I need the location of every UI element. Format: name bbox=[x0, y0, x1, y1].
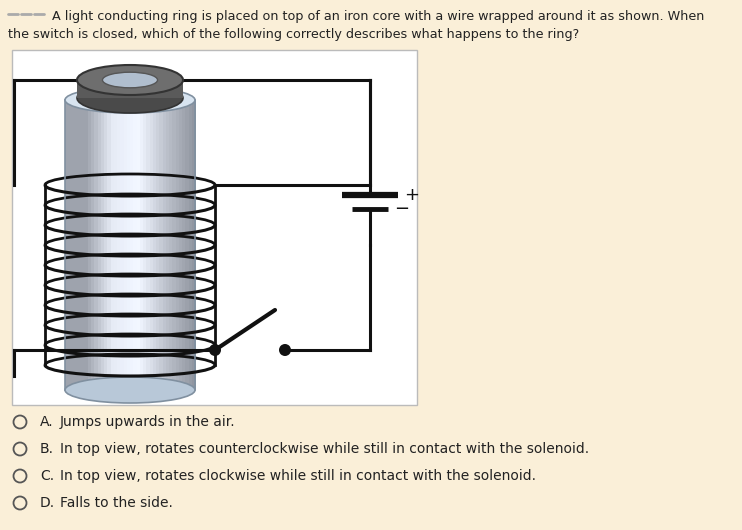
Bar bbox=[82, 100, 85, 390]
Bar bbox=[77, 80, 183, 98]
Bar bbox=[97, 100, 101, 390]
Circle shape bbox=[279, 344, 291, 356]
Bar bbox=[68, 100, 72, 390]
Text: In top view, rotates clockwise while still in contact with the solenoid.: In top view, rotates clockwise while sti… bbox=[60, 469, 536, 483]
Bar bbox=[75, 100, 79, 390]
Bar bbox=[114, 100, 117, 390]
Bar bbox=[134, 100, 137, 390]
Text: C.: C. bbox=[40, 469, 54, 483]
Bar bbox=[120, 100, 124, 390]
Bar bbox=[65, 100, 69, 390]
Bar bbox=[104, 100, 108, 390]
Text: +: + bbox=[404, 186, 419, 204]
Text: A light conducting ring is placed on top of an iron core with a wire wrapped aro: A light conducting ring is placed on top… bbox=[52, 10, 704, 23]
Bar bbox=[71, 100, 75, 390]
Bar bbox=[160, 100, 163, 390]
Text: Falls to the side.: Falls to the side. bbox=[60, 496, 173, 510]
Bar bbox=[191, 100, 195, 390]
Text: −: − bbox=[394, 200, 409, 218]
Bar bbox=[88, 100, 91, 390]
Text: B.: B. bbox=[40, 442, 54, 456]
Bar bbox=[165, 100, 169, 390]
Bar bbox=[12, 50, 417, 405]
Bar bbox=[156, 100, 160, 390]
Bar bbox=[127, 100, 131, 390]
Bar bbox=[146, 100, 150, 390]
Text: Jumps upwards in the air.: Jumps upwards in the air. bbox=[60, 415, 236, 429]
Bar bbox=[65, 100, 195, 390]
Ellipse shape bbox=[65, 377, 195, 403]
Bar bbox=[186, 100, 189, 390]
Text: In top view, rotates counterclockwise while still in contact with the solenoid.: In top view, rotates counterclockwise wh… bbox=[60, 442, 589, 456]
Bar bbox=[85, 100, 88, 390]
Bar bbox=[172, 100, 176, 390]
Ellipse shape bbox=[77, 83, 183, 113]
Bar bbox=[117, 100, 121, 390]
Ellipse shape bbox=[77, 65, 183, 95]
Bar bbox=[179, 100, 183, 390]
Bar bbox=[111, 100, 114, 390]
Bar bbox=[143, 100, 147, 390]
Circle shape bbox=[209, 344, 221, 356]
Text: D.: D. bbox=[40, 496, 55, 510]
Bar bbox=[91, 100, 95, 390]
Bar bbox=[149, 100, 154, 390]
Ellipse shape bbox=[102, 72, 157, 88]
Bar bbox=[130, 100, 134, 390]
Bar bbox=[169, 100, 173, 390]
Text: the switch is closed, which of the following correctly describes what happens to: the switch is closed, which of the follo… bbox=[8, 28, 580, 41]
Bar bbox=[188, 100, 192, 390]
Bar bbox=[101, 100, 105, 390]
Bar bbox=[153, 100, 157, 390]
Bar bbox=[137, 100, 140, 390]
Bar bbox=[123, 100, 127, 390]
Bar bbox=[94, 100, 98, 390]
Bar bbox=[139, 100, 143, 390]
Bar bbox=[108, 100, 111, 390]
Bar bbox=[162, 100, 166, 390]
Bar bbox=[176, 100, 180, 390]
Ellipse shape bbox=[65, 87, 195, 113]
Text: A.: A. bbox=[40, 415, 53, 429]
Bar bbox=[78, 100, 82, 390]
Bar bbox=[182, 100, 186, 390]
